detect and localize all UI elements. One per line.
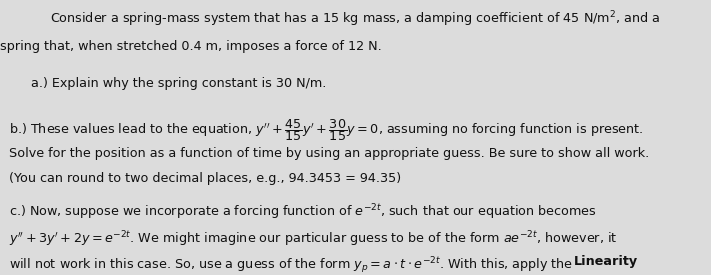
- Text: will not work in this case. So, use a guess of the form $y_p = a \cdot t \cdot e: will not work in this case. So, use a gu…: [9, 255, 574, 275]
- Text: Solve for the position as a function of time by using an appropriate guess. Be s: Solve for the position as a function of …: [9, 147, 649, 160]
- Text: $y'' + 3y' + 2y = e^{-2t}$. We might imagine our particular guess to be of the f: $y'' + 3y' + 2y = e^{-2t}$. We might ima…: [9, 230, 618, 249]
- Text: b.) These values lead to the equation, $y'' + \dfrac{45}{15}y' + \dfrac{30}{15}y: b.) These values lead to the equation, $…: [9, 117, 644, 143]
- Text: spring that, when stretched 0.4 m, imposes a force of 12 N.: spring that, when stretched 0.4 m, impos…: [0, 40, 382, 53]
- Text: Consider a spring-mass system that has a 15 kg mass, a damping coefficient of 45: Consider a spring-mass system that has a…: [50, 10, 661, 29]
- Text: c.) Now, suppose we incorporate a forcing function of $e^{-2t}$, such that our e: c.) Now, suppose we incorporate a forcin…: [9, 202, 597, 222]
- Text: a.) Explain why the spring constant is 30 N/m.: a.) Explain why the spring constant is 3…: [31, 77, 326, 90]
- Text: (You can round to two decimal places, e.g., 94.3453 = 94.35): (You can round to two decimal places, e.…: [9, 172, 402, 185]
- Text: Linearity: Linearity: [574, 255, 638, 268]
